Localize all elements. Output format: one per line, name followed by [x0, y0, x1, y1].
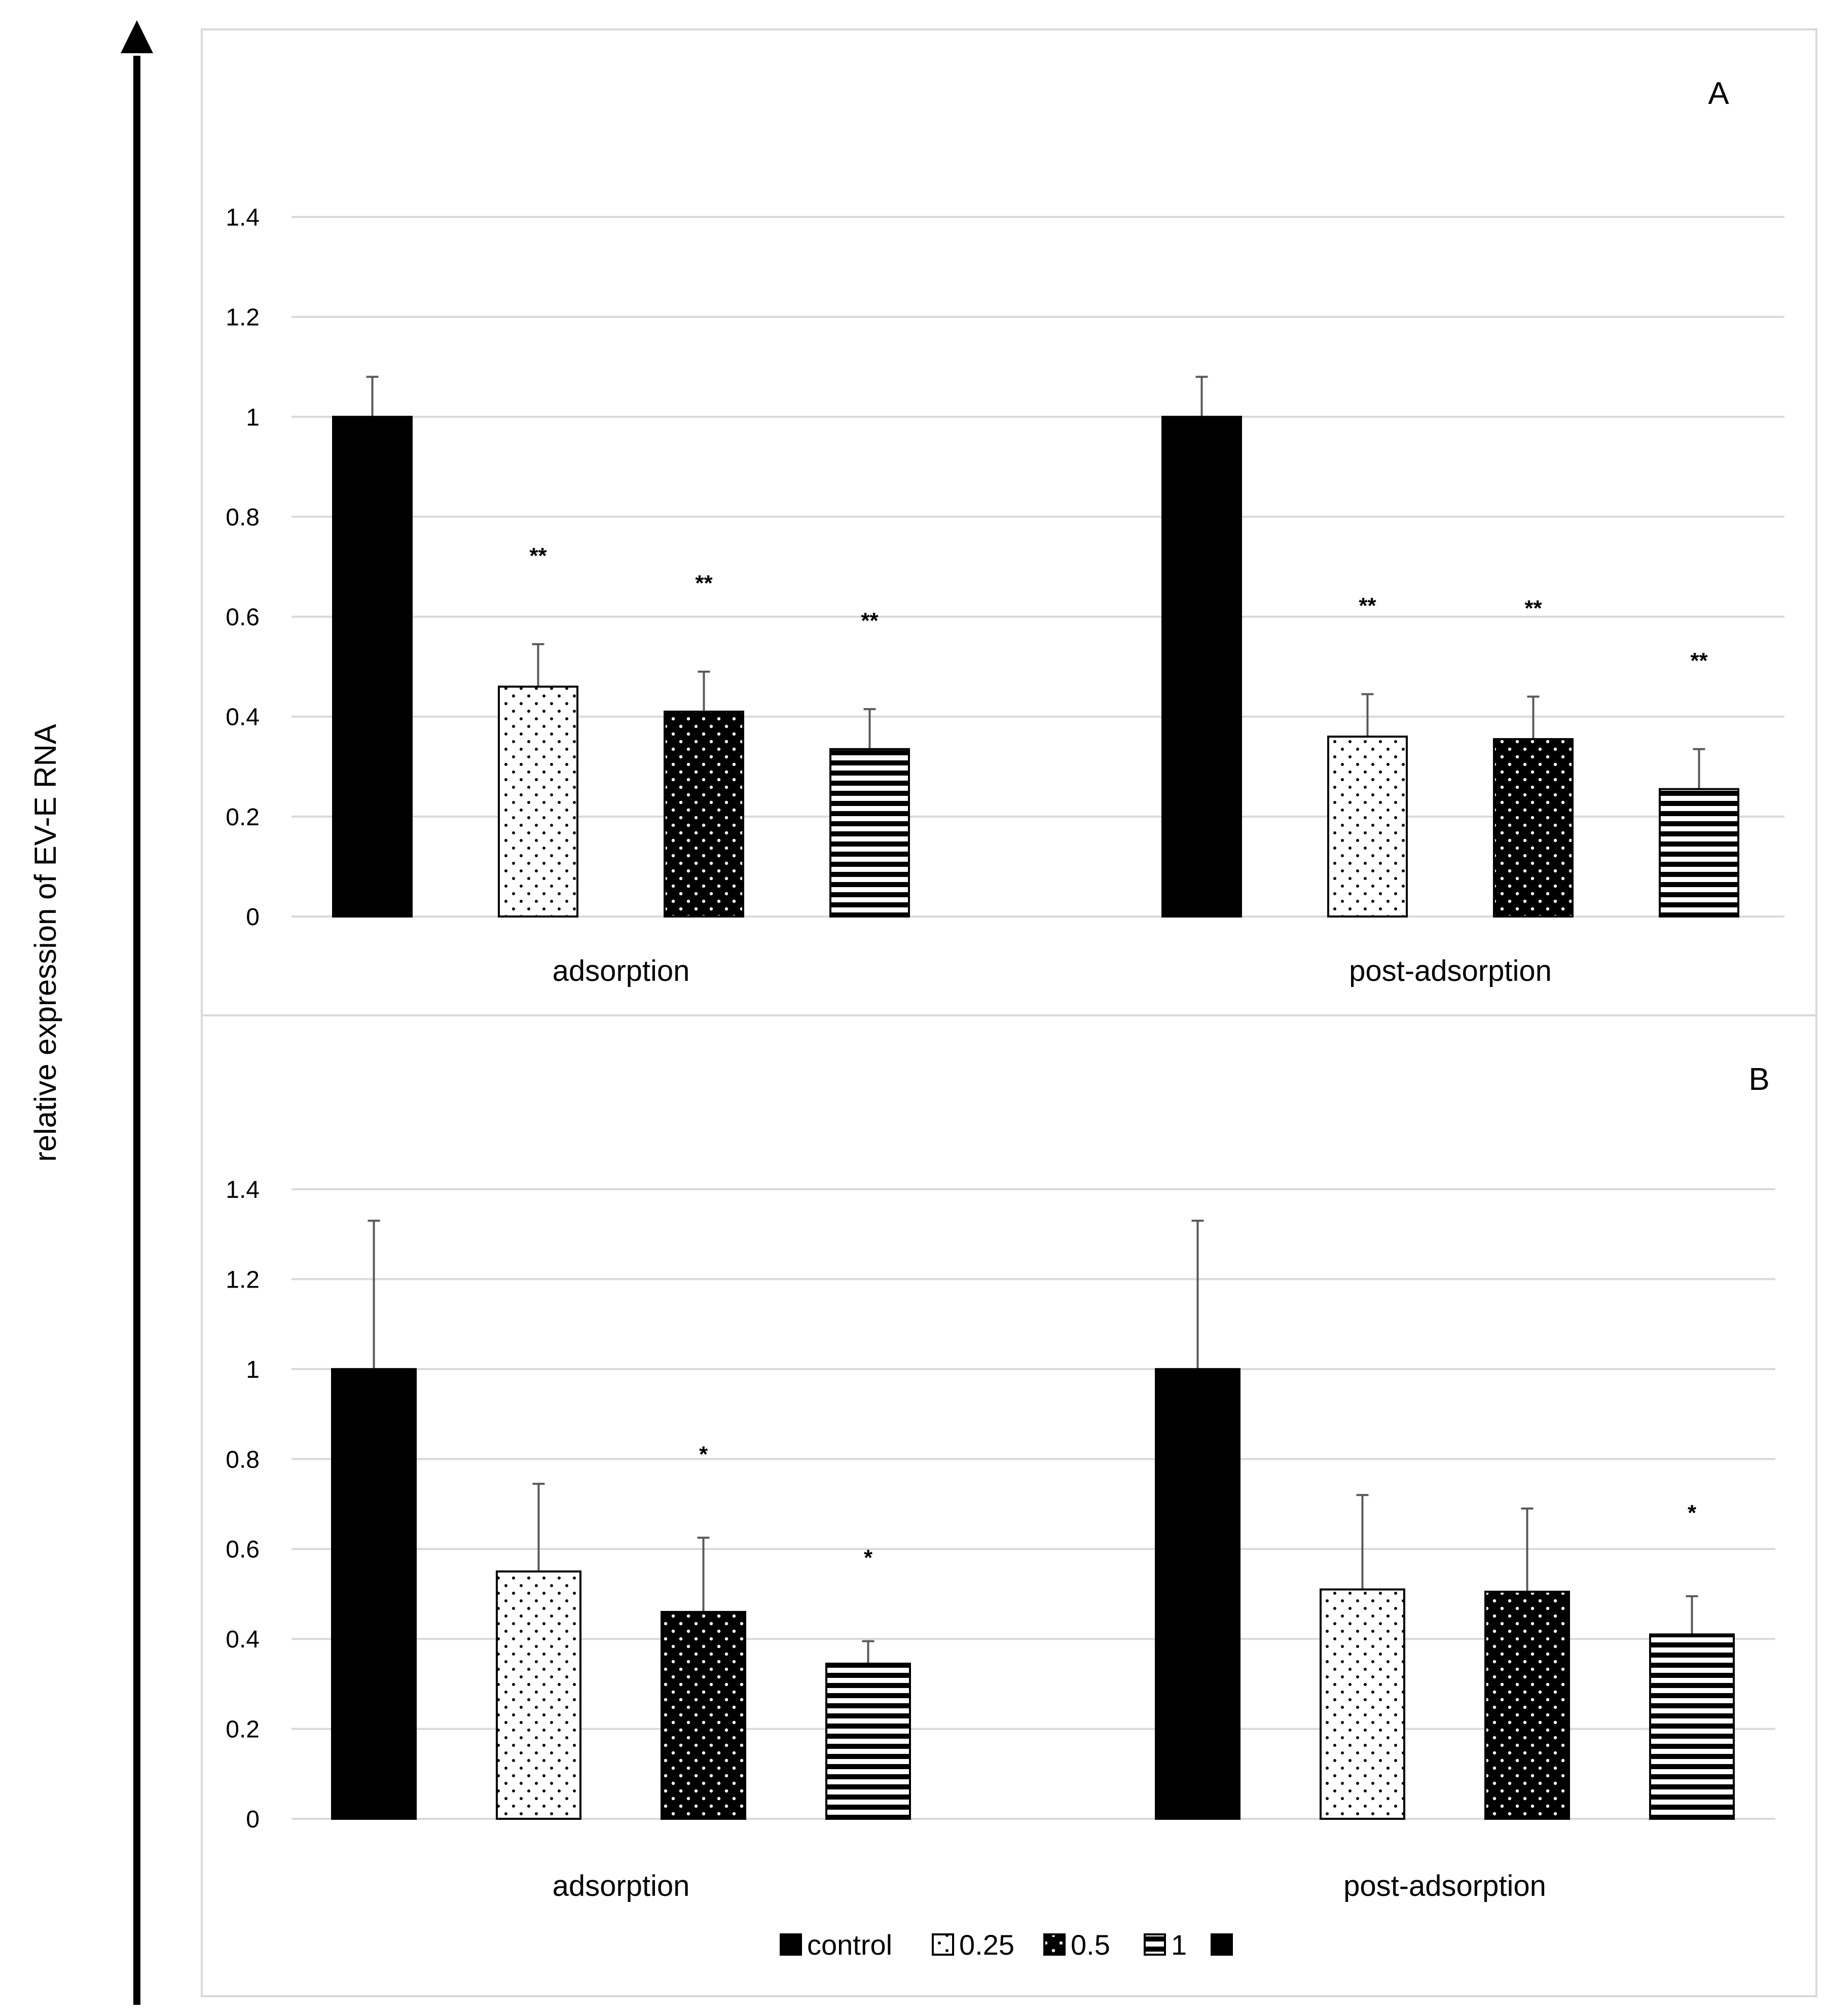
panel-b-chart: 0 0.2 0.4 0.6 0.8 1 1.2 1.4 B * * adsorption * post-a…: [226, 1062, 1775, 1902]
bar-0_25-post-adsorption: [1320, 1588, 1405, 1820]
category-label: post-adsorption: [1349, 955, 1552, 987]
significance-marker: **: [1690, 648, 1708, 673]
legend-label: 0.25: [959, 1929, 1014, 1961]
category-label: adsorption: [553, 955, 690, 987]
y-tick-label: 0.2: [226, 1716, 260, 1743]
panel-a-chart: 0 0.2 0.4 0.6 0.8 1 1.2 1.4 A ** ** ** adsorption ** *…: [226, 76, 1784, 987]
category-label: adsorption: [553, 1870, 690, 1902]
significance-marker: *: [1688, 1500, 1697, 1525]
bar-1-adsorption: [829, 748, 910, 918]
y-tick-label: 1.4: [226, 204, 260, 231]
panel-label-b: B: [1748, 1062, 1769, 1097]
legend-swatch: [1211, 1933, 1233, 1956]
y-tick-label: 0.4: [226, 704, 260, 731]
y-tick-label: 0: [246, 1806, 260, 1833]
legend-label: 0.5: [1071, 1929, 1110, 1961]
panel-label-a: A: [1708, 76, 1729, 111]
legend-swatch: [1144, 1933, 1166, 1956]
y-tick-label: 0.8: [226, 504, 260, 531]
significance-marker: **: [529, 543, 547, 568]
y-tick-label: 1.2: [226, 1266, 260, 1293]
y-axis-arrow-head: [121, 20, 153, 53]
y-axis-label: relative expression of EV-E RNA: [28, 724, 62, 1162]
bar-0_25-post-adsorption: [1327, 736, 1408, 918]
legend-swatch: [1043, 1933, 1066, 1956]
significance-marker: **: [861, 608, 879, 633]
bar-0_5-adsorption: [661, 1610, 746, 1820]
significance-marker: *: [699, 1442, 708, 1467]
bar-0_25-adsorption: [496, 1570, 581, 1820]
bar-control-post-adsorption: [1155, 1368, 1241, 1820]
y-tick-label: 1: [246, 404, 260, 431]
y-tick-label: 1.2: [226, 304, 260, 331]
bar-0_5-post-adsorption: [1493, 738, 1574, 918]
y-tick-label: 0.6: [226, 604, 260, 631]
bar-control-adsorption: [332, 416, 413, 918]
legend-label: control: [807, 1929, 892, 1961]
bar-0_5-adsorption: [664, 710, 744, 918]
panel-b-frame: [201, 1014, 1817, 1997]
significance-marker: **: [1524, 596, 1542, 620]
bar-0_5-post-adsorption: [1484, 1590, 1570, 1820]
bar-1-adsorption: [825, 1662, 911, 1820]
bar-control-post-adsorption: [1161, 416, 1242, 918]
bar-1-post-adsorption: [1659, 788, 1739, 918]
legend-label: 1: [1171, 1929, 1187, 1961]
y-tick-label: 0.2: [226, 804, 260, 831]
category-label: post-adsorption: [1343, 1870, 1546, 1902]
bar-0_25-adsorption: [498, 685, 578, 918]
legend-swatch: [780, 1933, 802, 1956]
y-tick-label: 0.6: [226, 1536, 260, 1563]
y-tick-label: 0: [246, 904, 260, 931]
significance-marker: **: [1359, 593, 1376, 618]
y-tick-label: 1: [246, 1357, 260, 1383]
legend: control 0.25 0.5 1: [780, 1929, 1233, 1961]
bar-1-post-adsorption: [1649, 1633, 1735, 1820]
legend-swatch: [932, 1933, 954, 1956]
panel-a-frame: [201, 28, 1817, 1016]
y-tick-label: 1.4: [226, 1177, 260, 1203]
bar-control-adsorption: [331, 1368, 417, 1820]
y-tick-label: 0.4: [226, 1626, 260, 1653]
significance-marker: **: [695, 571, 713, 596]
significance-marker: *: [864, 1546, 873, 1570]
y-tick-label: 0.8: [226, 1446, 260, 1473]
